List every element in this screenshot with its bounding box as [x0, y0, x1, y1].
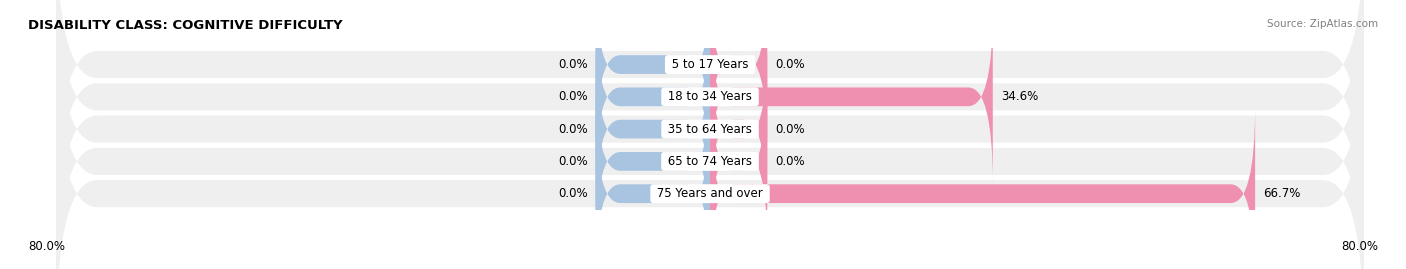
Text: 0.0%: 0.0%: [558, 58, 588, 71]
FancyBboxPatch shape: [596, 9, 710, 184]
FancyBboxPatch shape: [56, 46, 1364, 269]
FancyBboxPatch shape: [710, 74, 768, 249]
Text: 0.0%: 0.0%: [558, 187, 588, 200]
Text: 65 to 74 Years: 65 to 74 Years: [664, 155, 756, 168]
FancyBboxPatch shape: [710, 42, 768, 217]
FancyBboxPatch shape: [596, 74, 710, 249]
Text: 0.0%: 0.0%: [776, 58, 806, 71]
FancyBboxPatch shape: [710, 0, 768, 152]
Text: 18 to 34 Years: 18 to 34 Years: [664, 90, 756, 103]
FancyBboxPatch shape: [710, 9, 993, 184]
Text: 66.7%: 66.7%: [1264, 187, 1301, 200]
Text: 75 Years and over: 75 Years and over: [654, 187, 766, 200]
FancyBboxPatch shape: [596, 42, 710, 217]
Text: 0.0%: 0.0%: [558, 123, 588, 136]
Text: 5 to 17 Years: 5 to 17 Years: [668, 58, 752, 71]
Text: DISABILITY CLASS: COGNITIVE DIFFICULTY: DISABILITY CLASS: COGNITIVE DIFFICULTY: [28, 19, 343, 32]
FancyBboxPatch shape: [710, 106, 1256, 269]
FancyBboxPatch shape: [56, 0, 1364, 245]
Text: 35 to 64 Years: 35 to 64 Years: [664, 123, 756, 136]
FancyBboxPatch shape: [596, 106, 710, 269]
Text: 0.0%: 0.0%: [558, 90, 588, 103]
Text: 0.0%: 0.0%: [558, 155, 588, 168]
FancyBboxPatch shape: [56, 13, 1364, 269]
Text: 34.6%: 34.6%: [1001, 90, 1038, 103]
Text: Source: ZipAtlas.com: Source: ZipAtlas.com: [1267, 19, 1378, 29]
Text: 0.0%: 0.0%: [776, 155, 806, 168]
FancyBboxPatch shape: [56, 0, 1364, 213]
Text: 80.0%: 80.0%: [1341, 240, 1378, 253]
FancyBboxPatch shape: [56, 0, 1364, 269]
Text: 80.0%: 80.0%: [28, 240, 65, 253]
FancyBboxPatch shape: [596, 0, 710, 152]
Text: 0.0%: 0.0%: [776, 123, 806, 136]
